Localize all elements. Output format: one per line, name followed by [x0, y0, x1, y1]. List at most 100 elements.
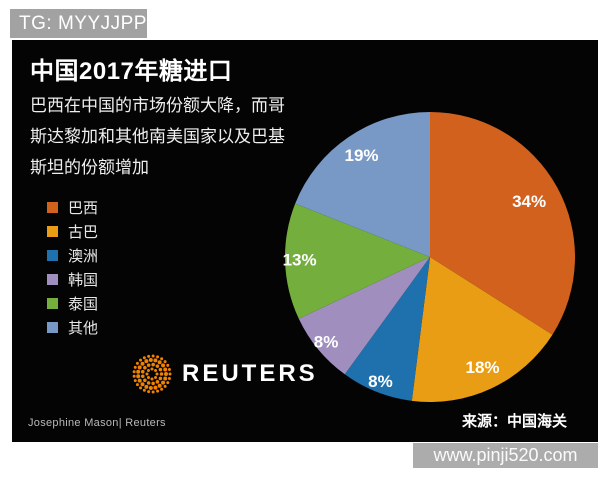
legend-label: 韩国 [68, 271, 99, 289]
reuters-dot [156, 355, 160, 359]
reuters-dot [154, 368, 158, 372]
reuters-dot [166, 363, 170, 367]
legend-label: 古巴 [68, 223, 99, 241]
subtitle-line-1: 巴西在中国的市场份额大降，而哥 [30, 96, 285, 115]
reuters-dot [148, 385, 153, 390]
reuters-dot [139, 358, 143, 362]
reuters-dot [140, 374, 145, 379]
pie-slice-label: 18% [465, 358, 499, 377]
pie-slice-label: 8% [314, 332, 339, 351]
source-label: 来源：中国海关 [461, 413, 567, 430]
reuters-dot [140, 369, 145, 374]
reuters-dot [132, 374, 136, 378]
legend-label: 其他 [68, 319, 99, 337]
legend-item-澳洲: 澳洲 [47, 243, 98, 267]
reuters-dot [145, 372, 149, 376]
reuters-dot [158, 367, 163, 372]
reuters-dot [147, 354, 151, 358]
legend-item-巴西: 巴西 [47, 195, 98, 219]
reuters-dot [151, 362, 155, 367]
reuters-dot [167, 368, 171, 372]
reuters-dot [163, 376, 168, 381]
reuters-dot [142, 356, 146, 360]
reuters-dot [140, 361, 145, 366]
reuters-dot [160, 357, 164, 361]
pie-slice-泰国 [284, 203, 430, 319]
legend-label: 泰国 [68, 295, 99, 313]
tg-banner: TG: MYYJJPP [10, 9, 147, 38]
reuters-dot [150, 377, 154, 381]
legend-item-泰国: 泰国 [47, 291, 98, 315]
reuters-dot [144, 384, 149, 389]
reuters-dot [151, 390, 155, 394]
reuters-dot [139, 386, 143, 390]
reuters-dot [142, 388, 146, 392]
reuters-dot [158, 376, 163, 381]
reuters-dot [143, 365, 147, 370]
reuters-dot [137, 378, 142, 383]
reuters-dot [146, 381, 151, 385]
reuters-dot [161, 363, 166, 368]
reuters-dot [161, 380, 166, 385]
pie-slice-巴西 [430, 112, 575, 335]
chart-subtitle: 巴西在中国的市场份额大降，而哥 斯达黎加和其他南美国家以及巴基 斯坦的份额增加 [30, 90, 285, 183]
reuters-dot [146, 376, 150, 380]
reuters-dot [154, 376, 158, 380]
subtitle-line-2: 斯达黎加和其他南美国家以及巴基 [30, 127, 285, 146]
reuters-dot [132, 370, 136, 374]
reuters-dot [136, 374, 141, 379]
reuters-dot [144, 359, 149, 364]
legend-label: 巴西 [68, 199, 99, 217]
reuters-dot [156, 389, 160, 393]
subtitle-line-3: 斯坦的份额增加 [30, 158, 149, 177]
reuters-dot [133, 365, 137, 369]
reuters-dot [163, 360, 167, 364]
reuters-dot [153, 385, 158, 390]
reuters-dot [168, 372, 172, 376]
legend: 巴西古巴澳洲韩国泰国其他 [47, 195, 98, 339]
legend-item-古巴: 古巴 [47, 219, 98, 243]
reuters-dot [150, 367, 154, 371]
legend-swatch [47, 201, 58, 213]
reuters-dot [137, 365, 142, 370]
reuters-dot [164, 372, 168, 376]
pie-slice-label: 13% [283, 251, 317, 270]
chart-panel: 中国2017年糖进口 巴西在中国的市场份额大降，而哥 斯达黎加和其他南美国家以及… [12, 40, 598, 442]
legend-swatch [47, 297, 58, 309]
reuters-dot [146, 368, 150, 372]
pie-slice-其他 [295, 112, 430, 257]
pie-slice-古巴 [411, 257, 553, 403]
reuters-dot [160, 387, 164, 391]
pie-chart: 34% 18% 8% 8% 13% 19% [283, 112, 575, 403]
chart-title: 中国2017年糖进口 [30, 58, 233, 85]
reuters-dot [163, 367, 168, 372]
pie-slice-韩国 [298, 257, 430, 375]
reuters-dot [155, 372, 159, 376]
reuters-dot [155, 364, 160, 368]
reuters-dot [133, 379, 137, 383]
reuters-dot [159, 372, 164, 376]
reuters-logo-icon [132, 354, 172, 394]
pie-slice-label: 19% [344, 146, 378, 165]
reuters-dot [135, 361, 139, 365]
pie-slice-澳洲 [344, 257, 430, 401]
legend-label: 澳洲 [68, 247, 99, 265]
reuters-dot [135, 383, 139, 387]
reuters-dot [143, 378, 147, 383]
reuters-dot [151, 381, 155, 386]
legend-swatch [47, 225, 58, 237]
pie-slice-label: 34% [512, 192, 546, 211]
watermark-text: www.pinji520.com [433, 445, 578, 465]
reuters-logo-text: REUTERS [182, 360, 318, 387]
legend-item-其他: 其他 [47, 315, 98, 339]
reuters-dot [157, 360, 162, 365]
reuters-dot [147, 390, 151, 394]
reuters-dot [151, 354, 155, 358]
reuters-dot [167, 376, 171, 380]
reuters-dot [155, 380, 160, 384]
legend-swatch [47, 249, 58, 261]
reuters-dot [163, 384, 167, 388]
legend-swatch [47, 321, 58, 333]
legend-item-韩国: 韩国 [47, 267, 98, 291]
